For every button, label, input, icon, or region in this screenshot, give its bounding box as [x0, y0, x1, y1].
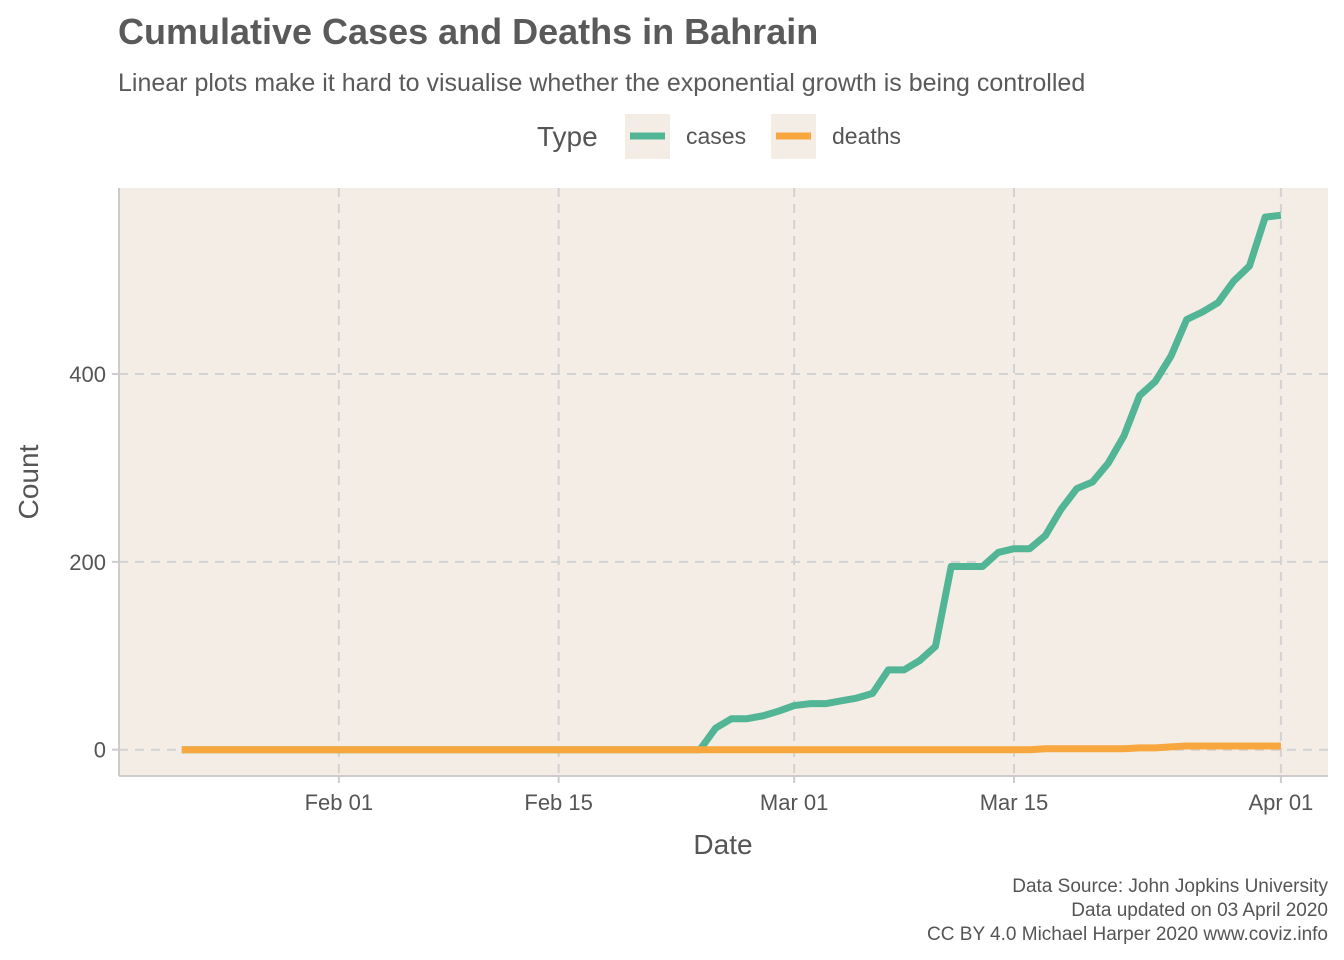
x-axis-title: Date: [693, 829, 752, 860]
caption-license: CC BY 4.0 Michael Harper 2020 www.coviz.…: [927, 924, 1328, 945]
legend-label-cases: cases: [686, 123, 746, 149]
data-series: [181, 211, 1282, 754]
legend-title: Type: [537, 121, 598, 152]
caption-updated: Data updated on 03 April 2020: [1071, 900, 1328, 921]
y-axis-title: Count: [13, 444, 44, 519]
grid-lines: [119, 188, 1328, 776]
series-line-deaths: [181, 742, 1281, 754]
chart-subtitle: Linear plots make it hard to visualise w…: [118, 69, 1085, 97]
x-tick-label: Mar 01: [760, 790, 828, 815]
y-tick-label: 200: [69, 550, 106, 575]
x-tick-label: Mar 15: [980, 790, 1048, 815]
axis-ticks: 0 200 400 Feb 01 Feb 15 Mar 01 Mar 15 Apr 01: [69, 362, 1313, 815]
caption-source: Data Source: John Jopkins University: [1012, 876, 1328, 897]
y-tick-label: 400: [69, 362, 106, 387]
y-tick-label: 0: [94, 738, 106, 763]
chart-title: Cumulative Cases and Deaths in Bahrain: [118, 11, 818, 52]
legend: Type cases deaths: [537, 114, 901, 159]
x-tick-label: Apr 01: [1248, 790, 1313, 815]
legend-label-deaths: deaths: [832, 123, 901, 149]
x-tick-label: Feb 01: [305, 790, 374, 815]
plot-panel: [119, 188, 1328, 776]
x-tick-label: Feb 15: [524, 790, 593, 815]
